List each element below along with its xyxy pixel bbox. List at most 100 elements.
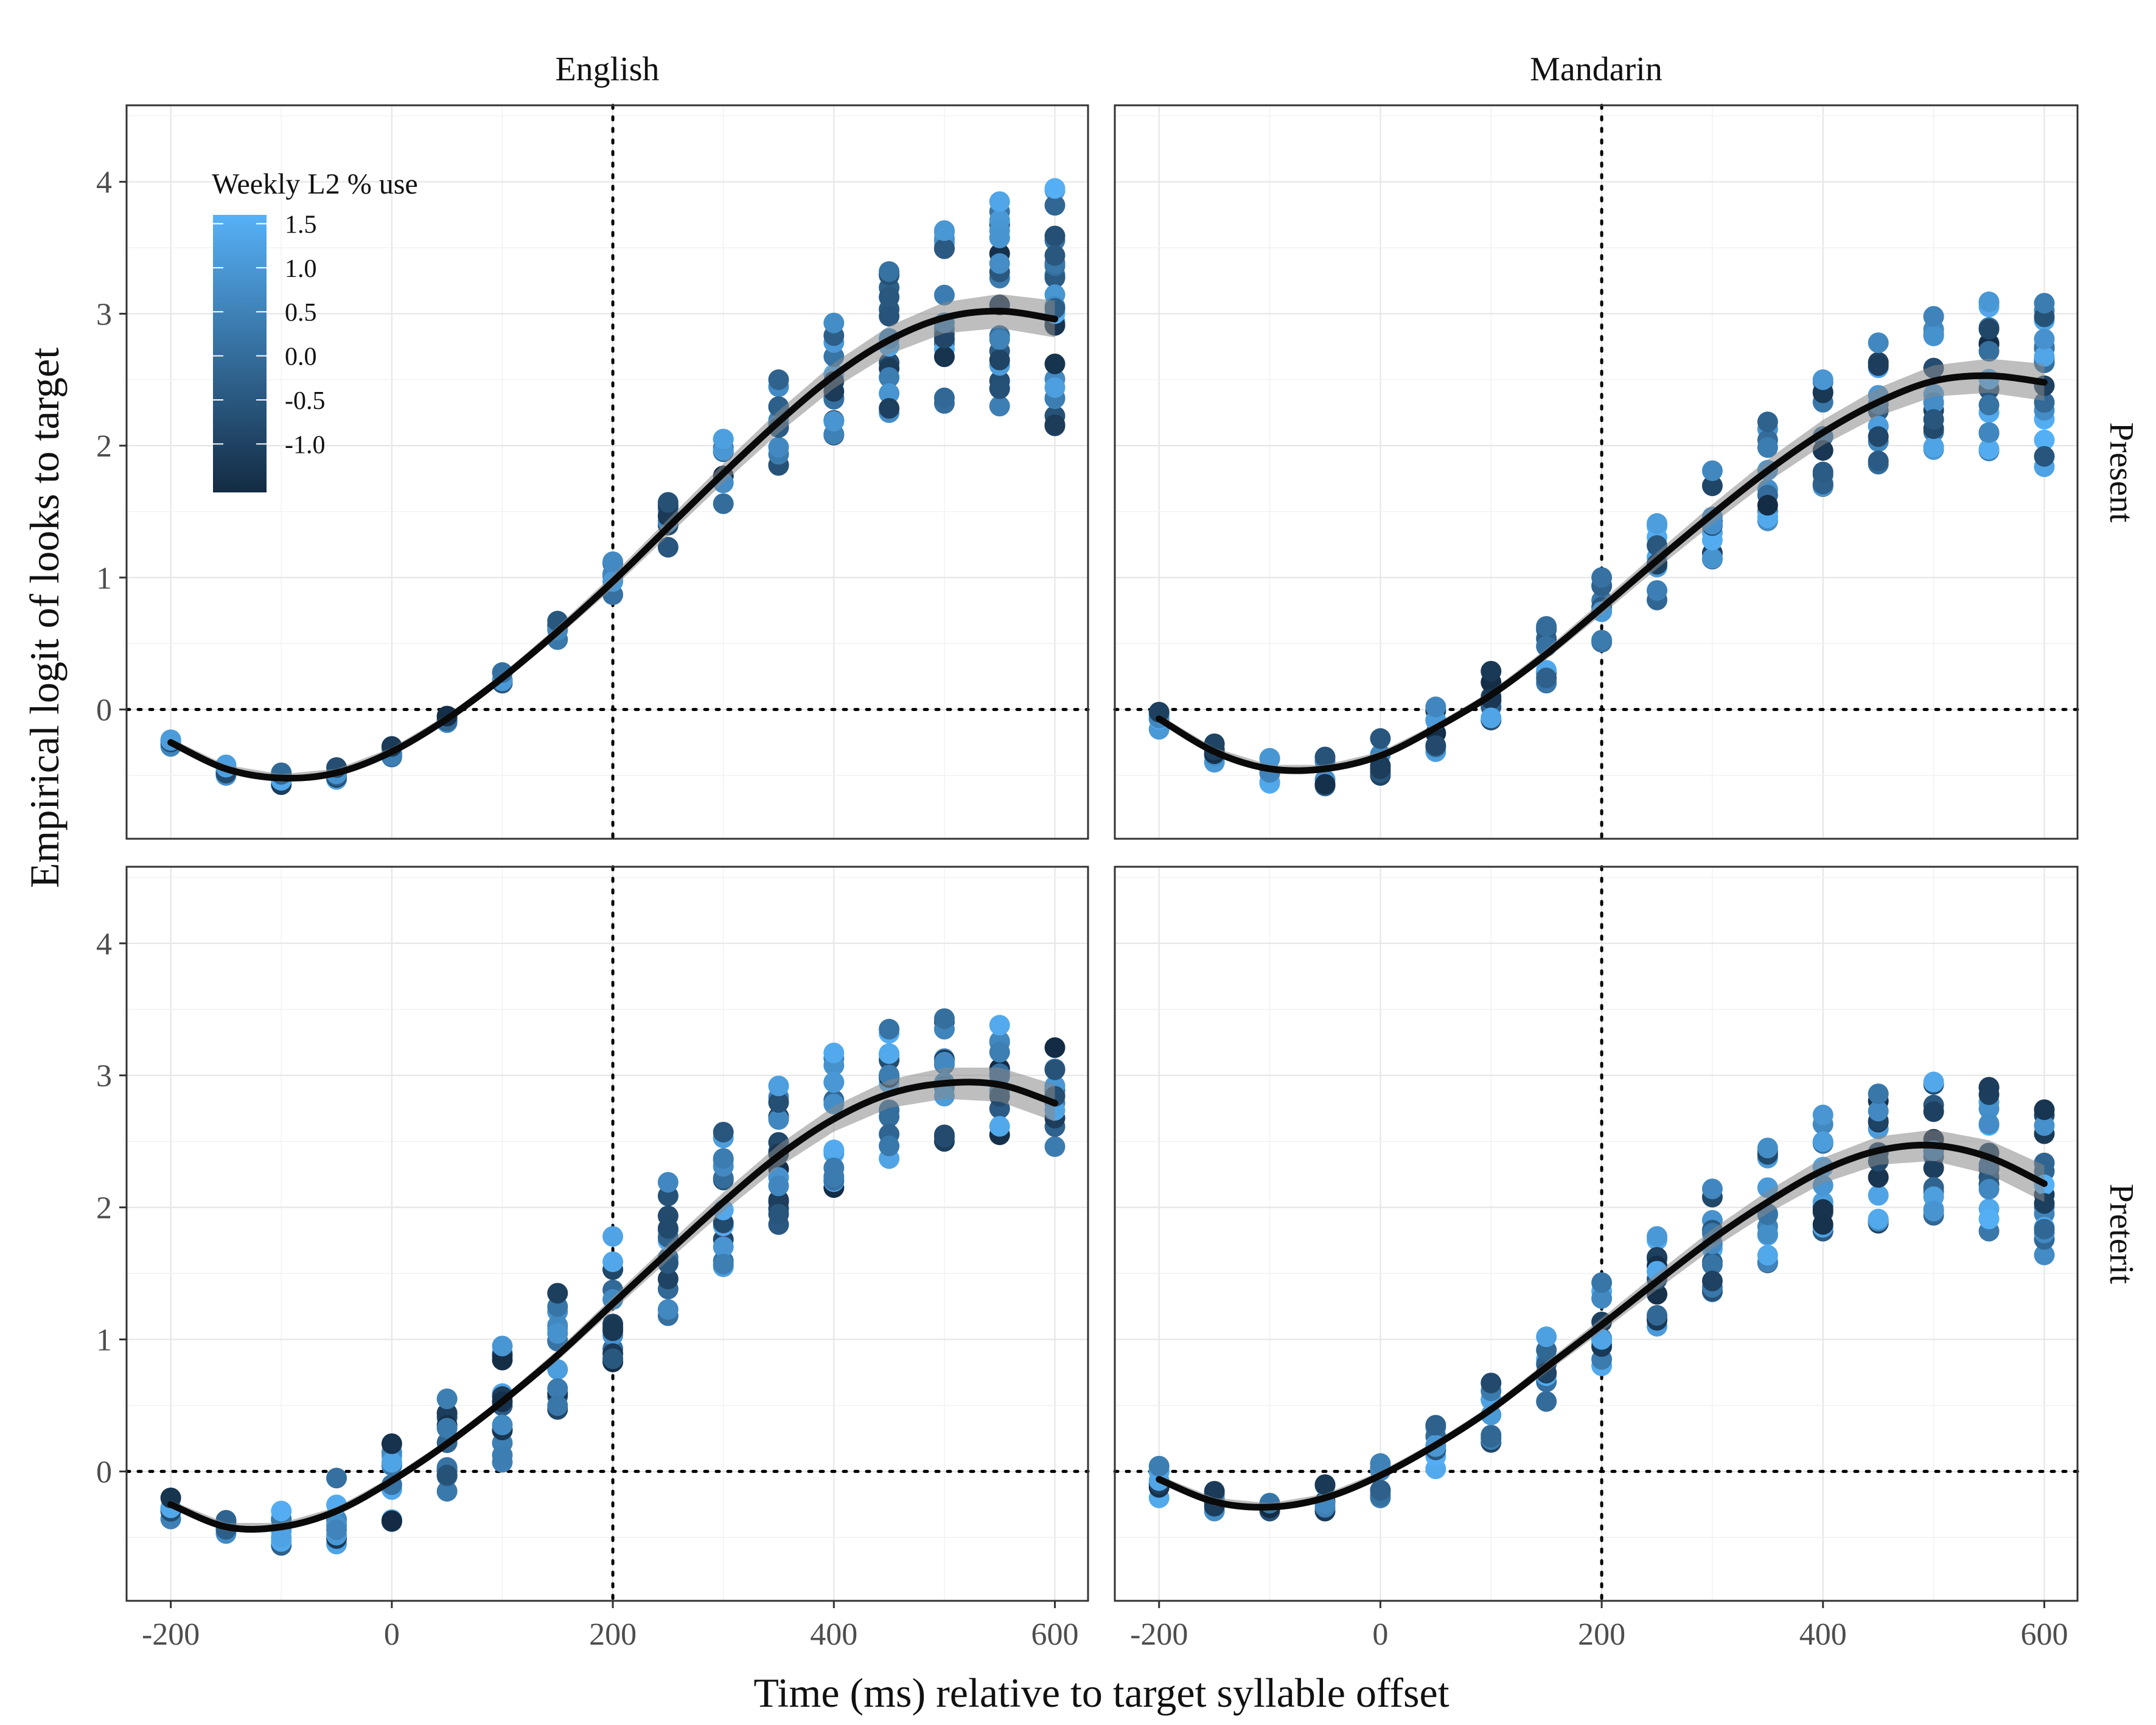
plot-area <box>160 178 1066 796</box>
data-point <box>1370 758 1391 779</box>
data-point <box>989 253 1010 274</box>
strip-label-mandarin: Mandarin <box>1530 51 1662 88</box>
data-point <box>1923 1071 1944 1093</box>
data-point <box>1923 409 1944 430</box>
panel-border <box>125 104 1089 840</box>
data-point <box>1701 548 1723 569</box>
data-point <box>1148 701 1170 723</box>
data-point <box>933 346 955 368</box>
data-point <box>1868 355 1889 376</box>
data-point <box>1701 1178 1723 1200</box>
legend-tick-label: -0.5 <box>285 387 326 415</box>
data-point <box>768 1109 789 1130</box>
data-point <box>547 1378 568 1399</box>
panel-english-present: 0 1 2 3 4 <box>96 103 1090 841</box>
data-point <box>492 1335 513 1357</box>
y-tick-label: 0 <box>96 693 112 728</box>
data-point <box>602 1348 624 1370</box>
data-point <box>933 387 955 408</box>
data-point <box>1923 436 1944 458</box>
data-point <box>381 1433 402 1454</box>
data-point <box>1481 707 1502 729</box>
data-point <box>657 1172 679 1193</box>
strip-label-present: Present <box>2102 422 2140 523</box>
data-point <box>2034 1244 2055 1265</box>
data-point <box>2034 329 2055 350</box>
data-point <box>768 436 789 458</box>
data-point <box>713 1148 734 1169</box>
legend-ticks: 1.5 1.0 0.5 0.0 -0.5 -1.0 <box>213 211 326 459</box>
data-point <box>879 1135 900 1156</box>
data-point <box>271 1500 292 1522</box>
data-point <box>1044 414 1066 435</box>
data-point <box>436 1464 458 1486</box>
data-point <box>989 227 1010 248</box>
data-point <box>1370 1480 1391 1501</box>
data-point <box>1923 325 1944 346</box>
fit-line <box>167 307 1058 782</box>
fit-line <box>1156 372 2048 774</box>
data-point <box>989 349 1010 371</box>
data-point <box>1647 1304 1668 1326</box>
data-point <box>933 1124 955 1146</box>
data-point <box>2034 1115 2055 1136</box>
data-point <box>1314 774 1336 795</box>
y-axis-title: Empirical logit of looks to target <box>21 348 68 888</box>
data-point <box>989 396 1010 417</box>
data-point <box>823 1139 845 1161</box>
data-point <box>879 1018 900 1040</box>
data-point <box>1978 1178 2000 1200</box>
data-point <box>713 429 734 450</box>
data-point <box>713 1236 734 1258</box>
data-point <box>989 1116 1010 1137</box>
data-point <box>768 369 789 390</box>
data-point <box>933 220 955 241</box>
data-point <box>1978 318 2000 340</box>
x-tick-label: 600 <box>2020 1617 2068 1652</box>
data-point <box>1923 306 1944 327</box>
panel-english-preterit: 0 1 2 3 4 -200 0 200 400 600 <box>96 865 1090 1652</box>
data-point <box>1370 728 1391 749</box>
x-tick-label: 400 <box>810 1617 857 1652</box>
data-point <box>1868 1184 1889 1206</box>
fit-line <box>167 1079 1058 1533</box>
data-point <box>1647 1226 1668 1247</box>
data-point <box>1978 1208 2000 1230</box>
data-point <box>1757 1138 1778 1159</box>
data-point <box>657 492 679 513</box>
plot-area <box>160 1008 1066 1556</box>
data-point <box>1978 394 2000 416</box>
data-point <box>1591 567 1613 588</box>
data-point <box>657 1299 679 1320</box>
data-point <box>2034 1099 2055 1121</box>
data-point <box>1701 460 1723 481</box>
data-point <box>326 1468 347 1489</box>
data-point <box>492 1415 513 1436</box>
data-point <box>713 493 734 514</box>
data-point <box>1812 369 1833 390</box>
data-point <box>1044 1059 1066 1080</box>
strip-label-preterit: Preterit <box>2102 1184 2140 1284</box>
data-point <box>602 1226 624 1247</box>
y-tick-label: 1 <box>96 1323 112 1358</box>
data-point <box>1978 422 2000 443</box>
data-point <box>879 1043 900 1064</box>
data-point <box>547 1323 568 1344</box>
data-point <box>1701 530 1723 551</box>
data-point <box>823 1042 845 1063</box>
data-point <box>1978 1077 2000 1098</box>
data-point <box>1757 495 1778 516</box>
data-point <box>768 1203 789 1225</box>
data-point <box>1481 660 1502 682</box>
legend-tick-label: -1.0 <box>285 431 326 459</box>
data-point <box>1044 195 1066 216</box>
data-point <box>1868 1167 1889 1188</box>
data-point <box>1923 1200 1944 1222</box>
data-point <box>1425 696 1446 718</box>
data-point <box>933 1008 955 1029</box>
data-point <box>657 1268 679 1290</box>
x-tick-label: 200 <box>589 1617 637 1652</box>
data-point <box>1536 616 1557 637</box>
data-point <box>1591 629 1613 651</box>
data-point <box>1923 1101 1944 1122</box>
